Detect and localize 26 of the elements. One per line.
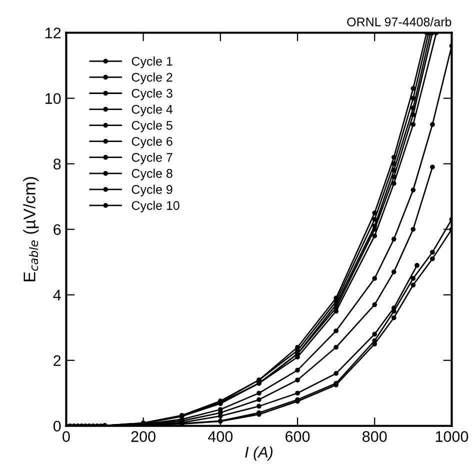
x-tick-label: 800 [362,431,387,442]
x-tick-label: 0 [62,431,70,442]
x-tick-label: 1000 [436,431,468,442]
y-tick-label: 4 [53,290,61,300]
legend-label: Cycle 9 [132,184,172,196]
x-tick-label: 600 [286,431,310,442]
legend-label: Cycle 7 [132,152,172,164]
legend-label: Cycle 3 [132,88,172,100]
text: ORNL 97-4408/arb [347,17,452,26]
x-axis-title: I (A) [245,446,272,461]
y-tick-label: 10 [46,93,61,104]
y-tick-label: 2 [54,355,61,366]
legend-label: Cycle 1 [132,56,172,68]
legend-label: Cycle 6 [132,136,172,148]
legend-label: Cycle 4 [132,104,173,116]
legend-label: Cycle 8 [132,168,172,180]
y-tick-label: 8 [54,158,61,170]
y-tick-label: 12 [46,28,61,38]
y-axis-title: E$_{cable}$ (µV/cm) [23,177,39,282]
legend-label: Cycle 10 [132,200,180,212]
legend-label: Cycle 5 [132,120,172,132]
y-tick-label: 6 [54,224,61,236]
x-tick-label: 400 [208,431,233,442]
x-tick-label: 200 [131,431,156,442]
y-tick-label: 0 [53,420,61,432]
legend-label: Cycle 2 [132,72,172,84]
